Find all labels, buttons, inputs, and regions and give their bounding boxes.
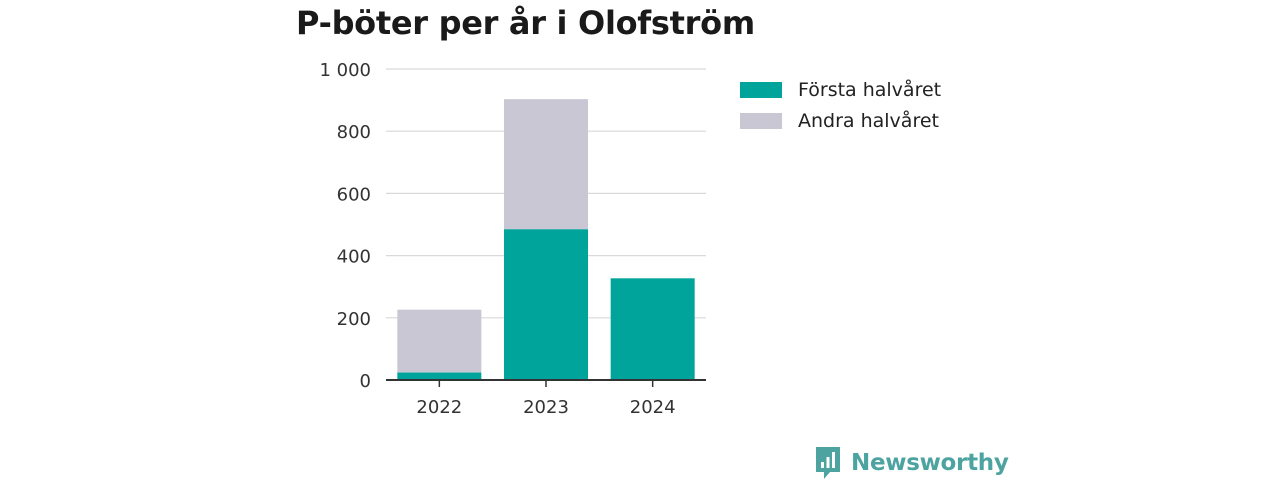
bar-2024-series-0 xyxy=(610,278,695,380)
bar-2022-series-0 xyxy=(397,372,482,380)
y-tick-label: 800 xyxy=(337,122,371,143)
legend-swatch-andra xyxy=(740,112,782,129)
x-tick-label: 2022 xyxy=(416,397,462,418)
legend-item-forsta: Första halvåret xyxy=(740,74,941,105)
legend-label-forsta: Första halvåret xyxy=(798,78,942,101)
y-tick-label: 200 xyxy=(337,309,371,330)
bar-2023-series-1 xyxy=(504,99,588,230)
x-tick-label: 2024 xyxy=(630,397,676,418)
legend-swatch-forsta xyxy=(740,81,782,98)
brand-logo: Newsworthy xyxy=(814,446,1009,480)
y-tick-label: 1 000 xyxy=(319,60,371,81)
newsworthy-logo-icon xyxy=(816,447,840,479)
y-tick-label: 400 xyxy=(337,247,371,268)
legend-item-andra: Andra halvåret xyxy=(740,105,941,136)
x-tick-label: 2023 xyxy=(523,397,569,418)
legend-label-andra: Andra halvåret xyxy=(798,109,939,132)
chart-title: P-böter per år i Olofström xyxy=(296,4,755,42)
bar-2022-series-1 xyxy=(397,309,482,373)
bar-2023-series-0 xyxy=(504,229,588,380)
chart-legend: Första halvåret Andra halvåret xyxy=(740,74,941,136)
y-tick-label: 600 xyxy=(337,184,371,205)
brand-name: Newsworthy xyxy=(851,450,1009,476)
y-tick-label: 0 xyxy=(360,371,371,392)
